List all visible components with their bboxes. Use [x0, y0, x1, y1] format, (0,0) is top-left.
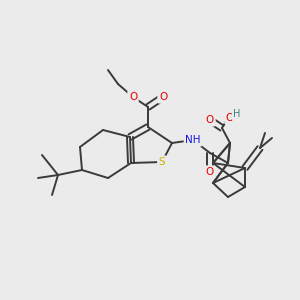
Text: H: H [233, 109, 241, 119]
Text: O: O [226, 113, 234, 123]
Text: O: O [129, 92, 137, 102]
Text: O: O [159, 92, 167, 102]
Text: O: O [206, 167, 214, 177]
Text: NH: NH [185, 135, 201, 145]
Text: S: S [159, 157, 165, 167]
Text: O: O [206, 115, 214, 125]
